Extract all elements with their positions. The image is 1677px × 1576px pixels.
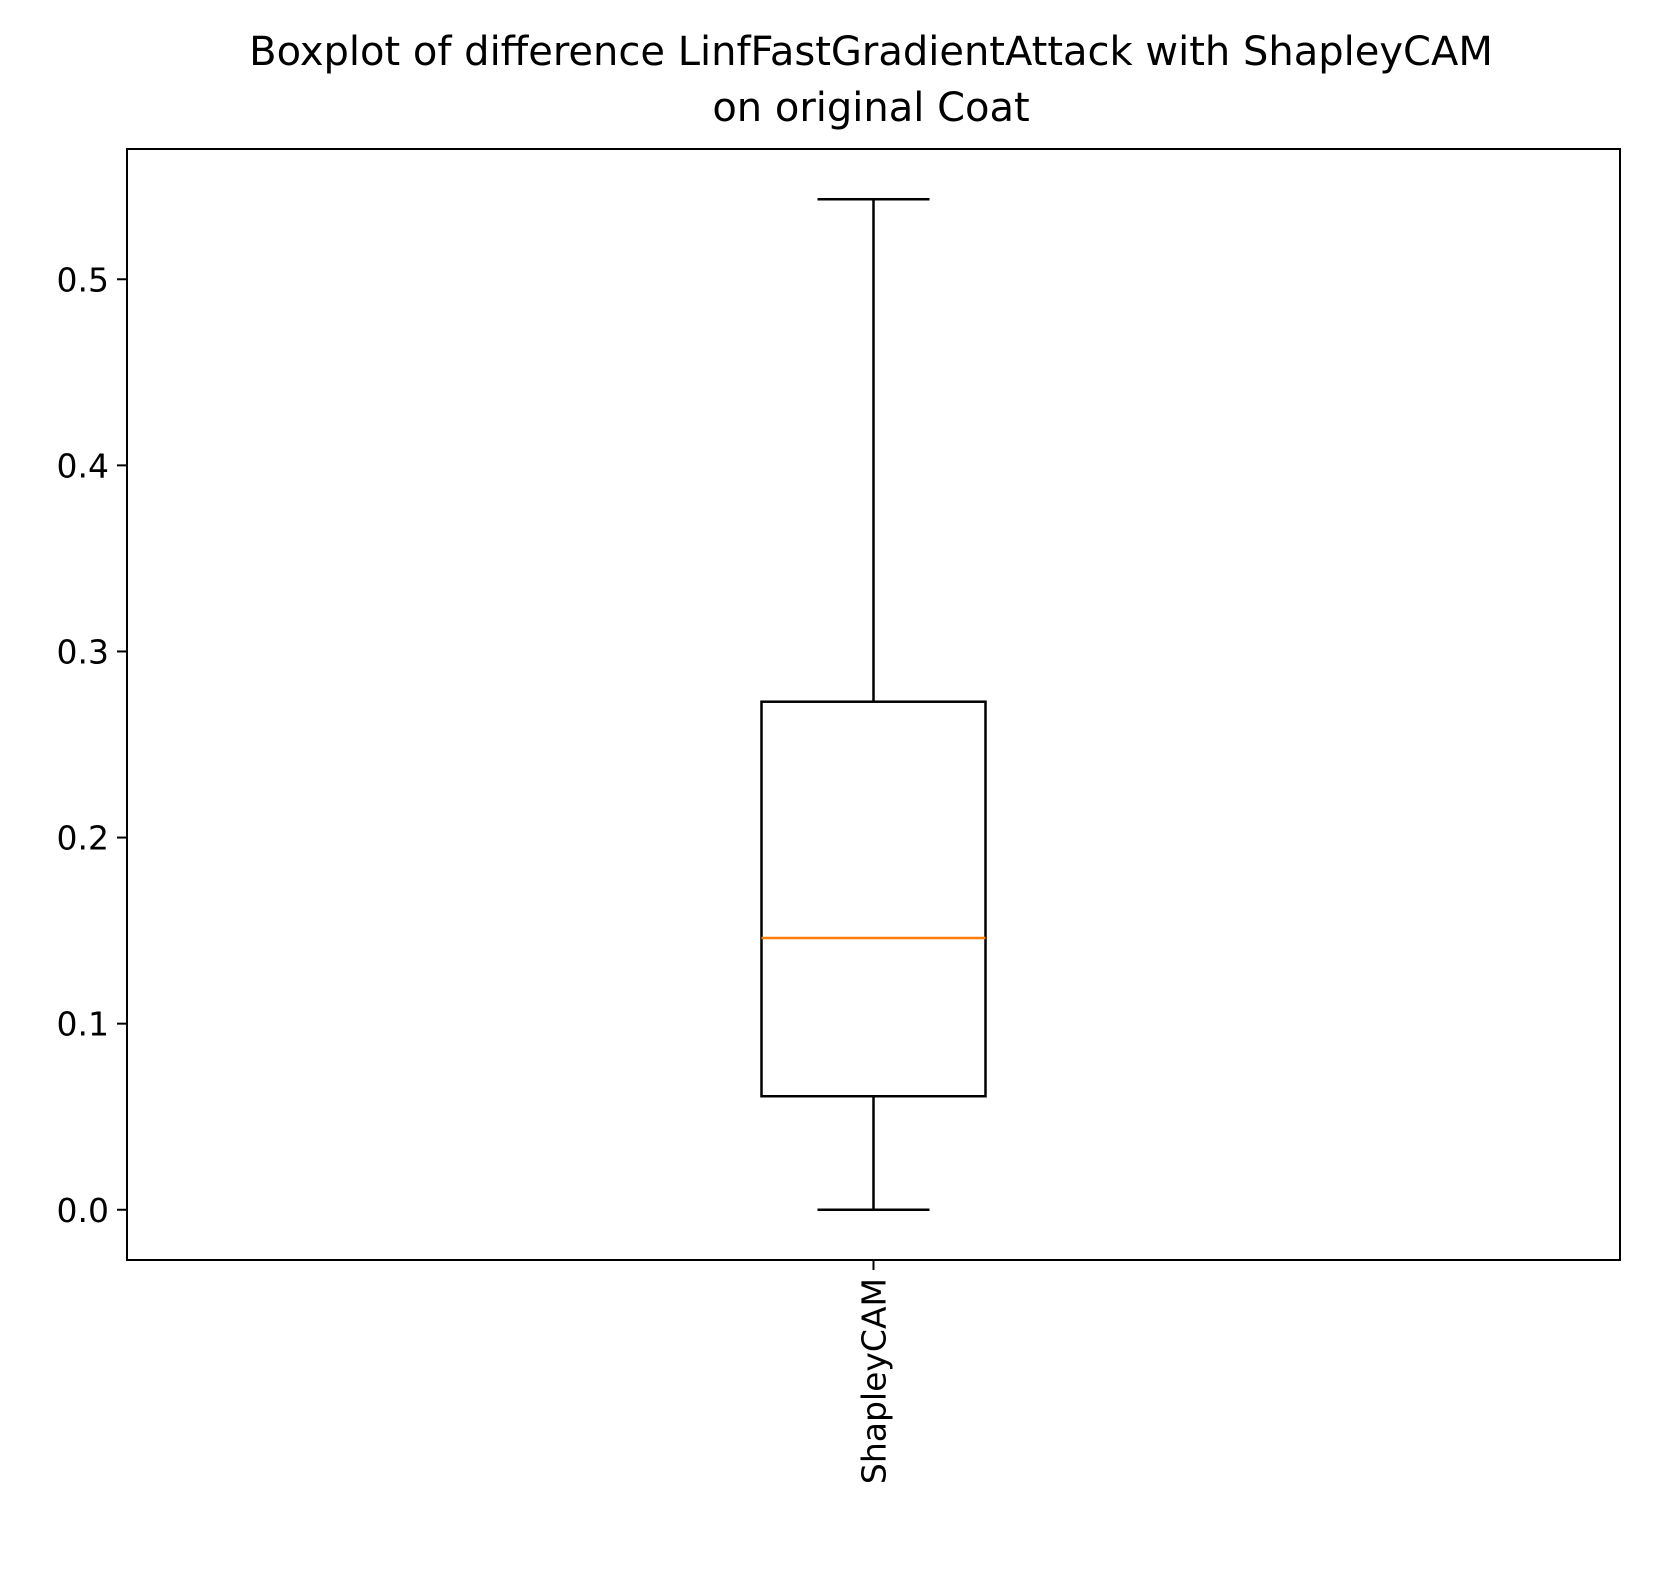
plot-area: 0.0 0.1 0.2 0.3 0.4 0.5 ShapleyCAM: [57, 197, 987, 1484]
y-tick-label: 0.0: [57, 1191, 109, 1230]
y-tick-label: 0.5: [57, 260, 109, 299]
y-tick-label: 0.3: [57, 632, 109, 671]
box-iqr: [760, 700, 987, 1098]
x-tick-label: ShapleyCAM: [855, 1278, 894, 1484]
chart-title: Boxplot of difference LinfFastGradientAt…: [249, 29, 1493, 75]
axes-frame: [126, 148, 1621, 1261]
chart-subtitle: on original Coat: [712, 85, 1029, 131]
y-tick-label: 0.2: [57, 819, 109, 858]
y-tick-label: 0.1: [57, 1005, 109, 1044]
y-tick-label: 0.4: [57, 446, 109, 485]
